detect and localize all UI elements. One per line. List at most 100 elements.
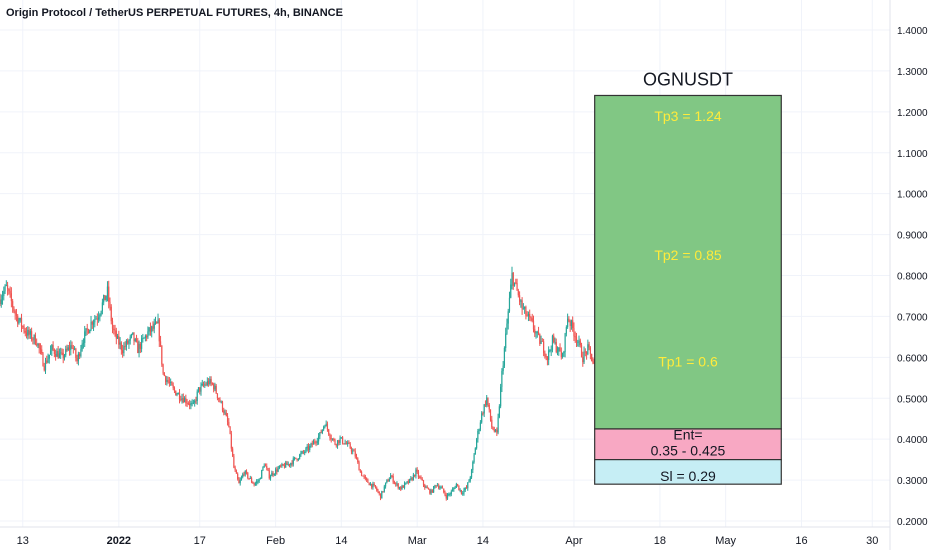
candle-body	[488, 404, 490, 410]
candle-body	[244, 470, 246, 475]
candle-body	[424, 484, 426, 488]
candle-body	[309, 446, 311, 450]
time-tick-label: 14	[335, 535, 347, 547]
candle-body	[0, 300, 1, 305]
candle-body	[421, 479, 423, 481]
candle-body	[420, 476, 422, 480]
candle-body	[539, 334, 541, 344]
candle-body	[281, 464, 283, 467]
candle-body	[278, 465, 280, 469]
candle-body	[37, 343, 39, 346]
candle-body	[58, 353, 61, 359]
candle-body	[274, 469, 277, 475]
candle-body	[489, 409, 492, 420]
candle-body	[476, 439, 478, 449]
candle-body	[591, 353, 593, 362]
candle-body	[71, 345, 73, 349]
candle-body	[565, 327, 567, 334]
candle-body	[79, 353, 81, 356]
candle-body	[229, 426, 231, 434]
price-tick-label: 0.4000	[897, 435, 928, 446]
candle-body	[103, 295, 105, 303]
candle-body	[183, 398, 186, 403]
candles	[0, 266, 656, 501]
price-tick-label: 0.5000	[897, 394, 928, 405]
candle-body	[273, 474, 275, 475]
candle-body	[153, 323, 155, 329]
candle-body	[214, 385, 216, 390]
candle-body	[295, 457, 297, 459]
candle-body	[434, 485, 436, 487]
candle-body	[460, 490, 463, 494]
candle-body	[436, 485, 439, 487]
candle-body	[6, 285, 9, 290]
candle-body	[409, 478, 411, 483]
stop-loss-zone[interactable]	[594, 459, 782, 485]
candle-body	[481, 413, 483, 423]
candle-body	[344, 443, 346, 445]
candle-body	[133, 332, 135, 342]
candle-body	[376, 487, 378, 491]
candle-body	[515, 282, 517, 284]
candle-body	[213, 384, 215, 390]
take-profit-zone[interactable]	[594, 94, 782, 430]
candle-body	[159, 341, 162, 346]
candle-body	[451, 489, 454, 492]
candle-body	[353, 450, 355, 452]
candle-body	[569, 321, 571, 326]
candle-body	[80, 349, 82, 356]
candle-body	[319, 432, 321, 437]
candle-body	[441, 487, 444, 489]
candle-body	[312, 441, 315, 445]
candle-body	[65, 348, 67, 356]
candle-body	[173, 388, 176, 391]
price-tick-label: 0.3000	[897, 476, 928, 487]
candle-body	[568, 318, 570, 322]
candle-body	[234, 467, 236, 471]
candle-body	[470, 469, 473, 478]
candle-body	[285, 462, 287, 468]
price-tick-label: 0.6000	[897, 353, 928, 364]
candle-body	[13, 307, 15, 312]
candle-body	[148, 327, 150, 332]
candle-body	[226, 416, 229, 422]
candle-body	[369, 483, 372, 486]
candle-body	[453, 488, 455, 490]
candle-body	[579, 340, 581, 346]
candle-body	[219, 399, 221, 403]
candle-body	[98, 317, 100, 320]
candle-body	[306, 446, 308, 449]
position-box[interactable]: OGNUSDT Tp3 = 1.24 Tp2 = 0.85 Tp1 = 0.6 Ent=…	[594, 69, 782, 485]
candle-body	[474, 448, 476, 455]
candle-body	[417, 471, 420, 477]
candle-body	[422, 480, 425, 485]
candle-body	[352, 450, 354, 452]
candle-body	[52, 345, 54, 350]
candle-body	[192, 402, 195, 404]
candle-body	[553, 335, 555, 343]
candle-body	[70, 345, 72, 351]
candle-body	[326, 423, 329, 430]
candle-body	[106, 286, 109, 297]
candle-body	[239, 480, 241, 484]
candle-body	[264, 465, 267, 467]
candle-body	[146, 335, 148, 338]
entry-zone[interactable]	[594, 428, 782, 461]
candle-body	[551, 335, 554, 350]
candle-body	[104, 295, 106, 301]
candle-body	[500, 386, 502, 407]
candle-body	[508, 297, 511, 312]
candle-body	[567, 318, 569, 328]
candle-body	[431, 490, 433, 493]
candle-body	[1, 296, 4, 300]
candle-body	[582, 357, 584, 363]
candle-body	[100, 311, 102, 315]
candle-body	[430, 490, 432, 494]
candle-body	[518, 295, 521, 302]
candle-body	[573, 328, 575, 337]
candle-body	[216, 393, 219, 399]
candle-body	[33, 334, 35, 340]
candle-body	[243, 474, 245, 476]
